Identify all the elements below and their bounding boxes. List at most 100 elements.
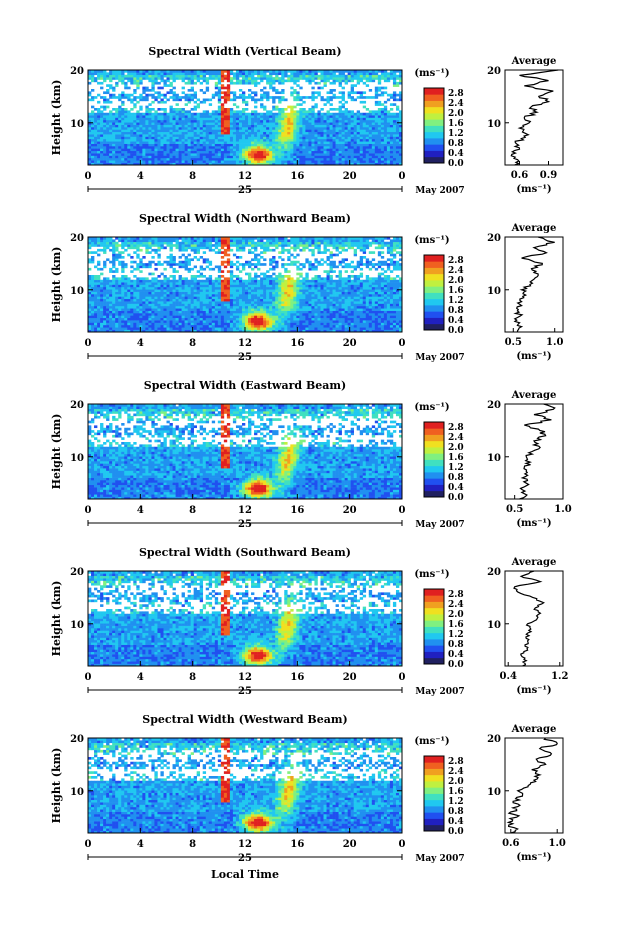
heatmap-cell xyxy=(332,124,336,128)
heatmap-cell xyxy=(145,324,149,328)
heatmap-cell xyxy=(257,317,261,321)
heatmap-cell xyxy=(148,70,152,73)
heatmap-cell xyxy=(263,301,267,304)
heatmap-cell xyxy=(238,310,243,314)
heatmap-cell xyxy=(311,79,315,83)
heatmap-cell xyxy=(154,322,158,326)
heatmap-cell xyxy=(181,157,185,161)
heatmap-cell xyxy=(127,79,131,83)
heatmap-cell xyxy=(220,115,225,118)
heatmap-cell xyxy=(187,127,191,130)
heatmap-cell xyxy=(392,124,397,128)
heatmap-cell xyxy=(254,303,258,307)
heatmap-cell xyxy=(302,320,306,323)
heatmap-cell xyxy=(205,160,210,163)
heatmap-cell xyxy=(260,96,264,99)
heatmap-cell xyxy=(151,119,155,123)
heatmap-cell xyxy=(106,138,110,142)
heatmap-cell xyxy=(302,136,306,140)
heatmap-cell xyxy=(196,134,201,137)
heatmap-cell xyxy=(133,148,137,152)
heatmap-cell xyxy=(169,162,173,166)
heatmap-cell xyxy=(281,305,285,309)
heatmap-cell xyxy=(190,115,194,118)
heatmap-cell xyxy=(326,308,330,311)
heatmap-cell xyxy=(299,146,303,149)
heatmap-cell xyxy=(160,162,164,166)
heatmap-cell xyxy=(371,119,376,123)
heatmap-cell xyxy=(178,129,182,133)
heatmap-cell xyxy=(121,153,125,156)
heatmap-cell xyxy=(353,129,358,133)
heatmap-cell xyxy=(238,298,243,302)
heatmap-cell xyxy=(166,131,170,135)
heatmap-cell xyxy=(395,81,400,85)
heatmap-cell xyxy=(311,329,315,333)
heatmap-cell xyxy=(395,124,400,128)
heatmap-cell xyxy=(235,296,240,300)
heatmap-cell xyxy=(389,129,394,133)
heatmap-cell xyxy=(302,157,306,161)
heatmap-cell xyxy=(341,310,345,314)
heatmap-cell xyxy=(332,329,336,333)
heatmap-cell xyxy=(127,296,131,300)
heatmap-cell xyxy=(308,122,312,125)
heatmap-cell xyxy=(248,93,252,97)
heatmap-cell xyxy=(356,308,361,311)
heatmap-cell xyxy=(260,112,264,116)
heatmap-cell xyxy=(398,317,403,321)
heatmap-cell xyxy=(365,96,370,99)
heatmap-cell xyxy=(380,322,385,326)
heatmap-cell xyxy=(190,134,194,137)
heatmap-cell xyxy=(148,103,152,106)
heatmap-cell xyxy=(335,138,339,142)
heatmap-cell xyxy=(226,129,231,133)
heatmap-cell xyxy=(205,112,210,116)
heatmap-cell xyxy=(257,148,261,152)
heatmap-cell xyxy=(245,155,249,159)
heatmap-cell xyxy=(374,324,379,328)
heatmap-cell xyxy=(257,305,261,309)
heatmap-cell xyxy=(178,157,182,161)
heatmap-cell xyxy=(157,136,161,140)
heatmap-cell xyxy=(359,148,364,152)
heatmap-cell xyxy=(154,315,158,319)
heatmap-cell xyxy=(377,313,382,316)
heatmap-cell xyxy=(293,298,297,302)
heatmap-cell xyxy=(368,79,373,83)
heatmap-cell xyxy=(260,105,264,109)
heatmap-cell xyxy=(133,124,137,128)
heatmap-cell xyxy=(160,315,164,319)
heatmap-cell xyxy=(184,150,188,154)
heatmap-cell xyxy=(121,296,125,300)
heatmap-cell xyxy=(175,298,179,302)
heatmap-cell xyxy=(163,327,167,330)
heatmap-cell xyxy=(160,119,164,123)
heatmap-cell xyxy=(154,162,158,166)
heatmap-cell xyxy=(377,100,382,104)
heatmap-cell xyxy=(136,96,140,99)
heatmap-cell xyxy=(94,115,98,118)
heatmap-cell xyxy=(196,136,201,140)
heatmap-cell xyxy=(157,141,161,144)
heatmap-cell xyxy=(383,112,388,116)
heatmap-cell xyxy=(365,84,370,87)
heatmap-cell xyxy=(130,122,134,125)
heatmap-cell xyxy=(163,298,167,302)
heatmap-cell xyxy=(130,162,134,166)
heatmap-cell xyxy=(235,310,240,314)
heatmap-cell xyxy=(272,134,276,137)
heatmap-cell xyxy=(235,157,240,161)
heatmap-cell xyxy=(308,296,312,300)
heatmap-cell xyxy=(136,301,140,304)
heatmap-cell xyxy=(296,322,300,326)
heatmap-cell xyxy=(172,98,176,102)
heatmap-cell xyxy=(157,322,161,326)
heatmap-cell xyxy=(251,98,255,102)
heatmap-cell xyxy=(314,324,318,328)
heatmap-cell xyxy=(232,122,237,125)
heatmap-cell xyxy=(368,315,373,319)
heatmap-cell xyxy=(266,119,270,123)
heatmap-cell xyxy=(127,134,131,137)
heatmap-cell xyxy=(211,74,216,78)
